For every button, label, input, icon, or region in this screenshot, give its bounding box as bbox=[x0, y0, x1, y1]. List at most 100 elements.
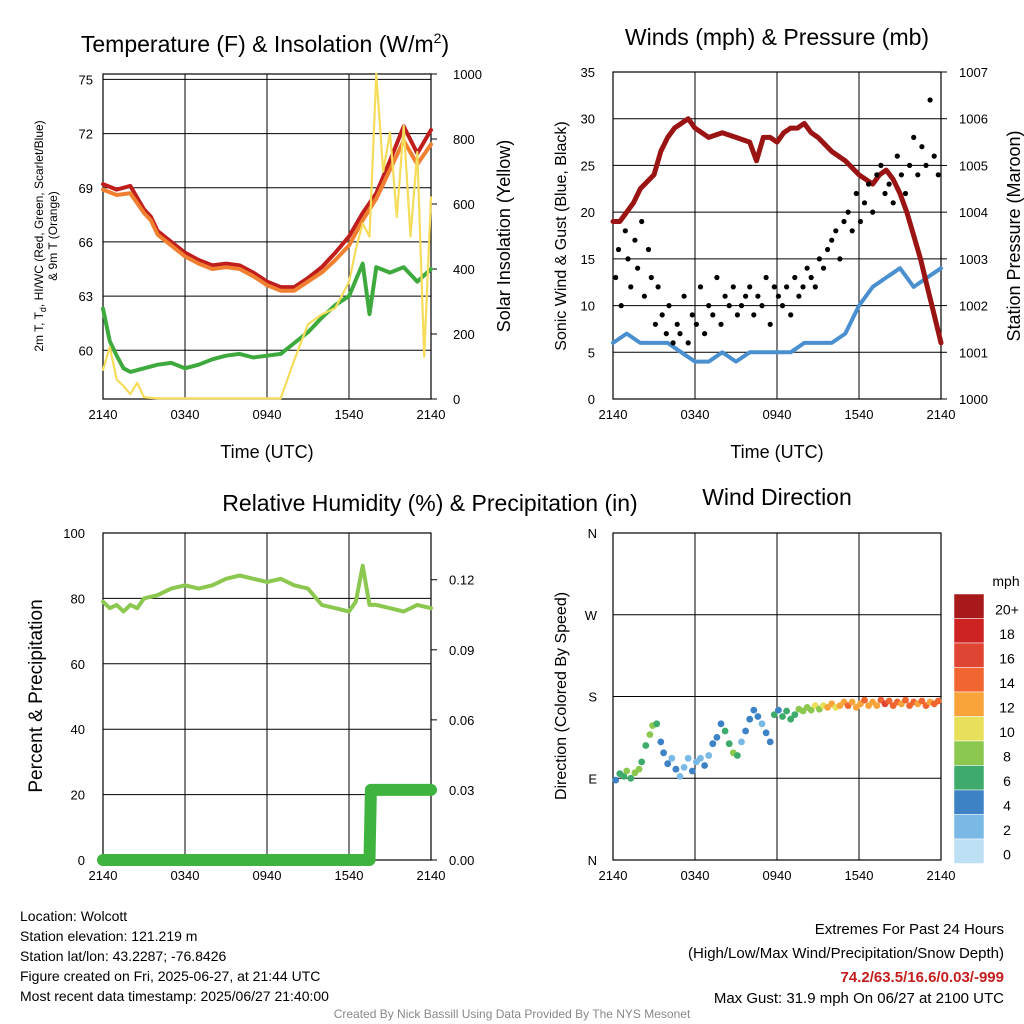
legend-label: 20+ bbox=[995, 602, 1019, 618]
gust-point bbox=[911, 134, 917, 140]
gust-point bbox=[816, 256, 823, 262]
direction-point bbox=[742, 727, 749, 735]
legend-label: 0 bbox=[1003, 847, 1011, 863]
legend-color-box bbox=[953, 789, 985, 815]
legend-color-box bbox=[953, 765, 985, 791]
precipitation-line bbox=[97, 783, 437, 866]
gust-point bbox=[718, 321, 724, 327]
y-axis-label-line: 2m T, Td, HI/WC (Red, Green, Scarlet/Blu… bbox=[32, 120, 48, 351]
x-tick-label: 2140 bbox=[599, 868, 628, 883]
gust-point bbox=[878, 162, 884, 168]
y2-tick-label: 1004 bbox=[959, 205, 988, 220]
recent-data-text: Most recent data timestamp: 2025/06/27 2… bbox=[20, 988, 329, 1004]
direction-point bbox=[750, 706, 758, 714]
y-tick-label: S bbox=[588, 690, 597, 705]
gust-point bbox=[702, 331, 708, 337]
y-axis-label: 2m T, Td, HI/WC (Red, Green, Scarlet/Blu… bbox=[32, 120, 60, 351]
y2-tick-label: 0.09 bbox=[449, 643, 474, 658]
y-tick-label: 20 bbox=[71, 788, 85, 803]
extremes-title: Extremes For Past 24 Hours bbox=[814, 921, 1004, 938]
location-text: Location: Wolcott bbox=[20, 908, 128, 924]
direction-point bbox=[934, 697, 942, 705]
x-tick-label: 1540 bbox=[845, 407, 874, 422]
gust-point bbox=[645, 246, 652, 253]
y-tick-label: 15 bbox=[581, 252, 595, 267]
gust-point bbox=[751, 312, 757, 318]
gust-point bbox=[833, 228, 839, 234]
gust-point bbox=[615, 246, 622, 253]
y2-axis-label-text: Solar Insolation (Yellow) bbox=[494, 140, 514, 332]
y-tick-label: N bbox=[588, 526, 597, 541]
y2-tick-label: 200 bbox=[453, 327, 475, 342]
gust-point bbox=[666, 303, 672, 309]
x-tick-label: 2140 bbox=[417, 868, 446, 883]
gust-point bbox=[618, 303, 624, 309]
gust-point bbox=[857, 218, 864, 225]
extremes-subtitle: (High/Low/Max Wind/Precipitation/Snow De… bbox=[688, 945, 1004, 962]
direction-point bbox=[627, 774, 635, 782]
x-tick-label: 2140 bbox=[927, 868, 956, 883]
legend-label: 12 bbox=[999, 700, 1015, 716]
y2-axis-label: Solar Insolation (Yellow) bbox=[494, 140, 514, 332]
direction-point bbox=[861, 696, 868, 704]
direction-point bbox=[623, 767, 631, 775]
y-tick-label: 63 bbox=[79, 289, 93, 304]
direction-point bbox=[646, 731, 654, 738]
gust-point bbox=[931, 153, 937, 159]
gust-point bbox=[792, 274, 798, 281]
direction-point bbox=[775, 706, 782, 714]
x-tick-label: 2140 bbox=[927, 407, 956, 422]
credit-text: Created By Nick Bassill Using Data Provi… bbox=[333, 1007, 691, 1021]
gust-point bbox=[915, 172, 921, 178]
y2-axis-label-text: Station Pressure (Maroon) bbox=[1004, 130, 1024, 341]
y-tick-label: 10 bbox=[581, 299, 595, 314]
gust-point bbox=[659, 312, 665, 318]
x-tick-label: 2140 bbox=[599, 407, 628, 422]
legend-color-box bbox=[953, 691, 985, 717]
y2-tick-label: 0 bbox=[453, 392, 460, 407]
gust-point bbox=[907, 162, 913, 168]
direction-point bbox=[657, 738, 665, 746]
gust-point bbox=[677, 331, 683, 337]
x-tick-label: 0940 bbox=[763, 868, 792, 883]
legend-label: 10 bbox=[999, 724, 1015, 740]
gust-point bbox=[635, 265, 641, 271]
direction-point bbox=[807, 706, 815, 714]
y2-tick-label: 800 bbox=[453, 132, 475, 147]
y2-tick-label: 1000 bbox=[959, 392, 988, 407]
direction-point bbox=[848, 698, 856, 706]
gust-point bbox=[670, 340, 676, 346]
temp-series-line bbox=[101, 261, 433, 374]
gust-point bbox=[935, 172, 941, 178]
gust-point bbox=[771, 284, 777, 290]
direction-point bbox=[758, 720, 766, 728]
latlon-text: Station lat/lon: 43.2287; -76.8426 bbox=[20, 948, 227, 964]
direction-point bbox=[642, 742, 650, 749]
legend-label: 18 bbox=[999, 626, 1015, 642]
direction-point bbox=[612, 776, 620, 784]
gust-point bbox=[874, 172, 880, 178]
legend-color-box bbox=[953, 642, 985, 668]
direction-point bbox=[638, 758, 646, 766]
x-tick-label: 1540 bbox=[845, 868, 874, 883]
gust-point bbox=[886, 181, 892, 187]
gust-point bbox=[641, 293, 648, 299]
gust-point bbox=[866, 181, 872, 187]
chart-title: Temperature (F) & Insolation (W/m2) bbox=[81, 30, 449, 57]
legend-color-box bbox=[953, 814, 985, 840]
gust-point bbox=[697, 284, 704, 290]
direction-point bbox=[762, 729, 770, 737]
x-tick-label: 0340 bbox=[681, 407, 710, 422]
gust-point bbox=[800, 284, 806, 290]
gust-point bbox=[663, 331, 669, 337]
gust-point bbox=[902, 190, 909, 197]
gust-point bbox=[890, 200, 896, 206]
x-tick-label: 0340 bbox=[681, 868, 710, 883]
gust-point bbox=[734, 312, 741, 318]
y2-tick-label: 400 bbox=[453, 262, 475, 277]
temp-series-line bbox=[101, 72, 433, 400]
gust-point bbox=[845, 209, 851, 215]
gust-point bbox=[674, 321, 680, 327]
direction-point bbox=[725, 740, 733, 748]
y2-tick-label: 1005 bbox=[959, 158, 988, 173]
